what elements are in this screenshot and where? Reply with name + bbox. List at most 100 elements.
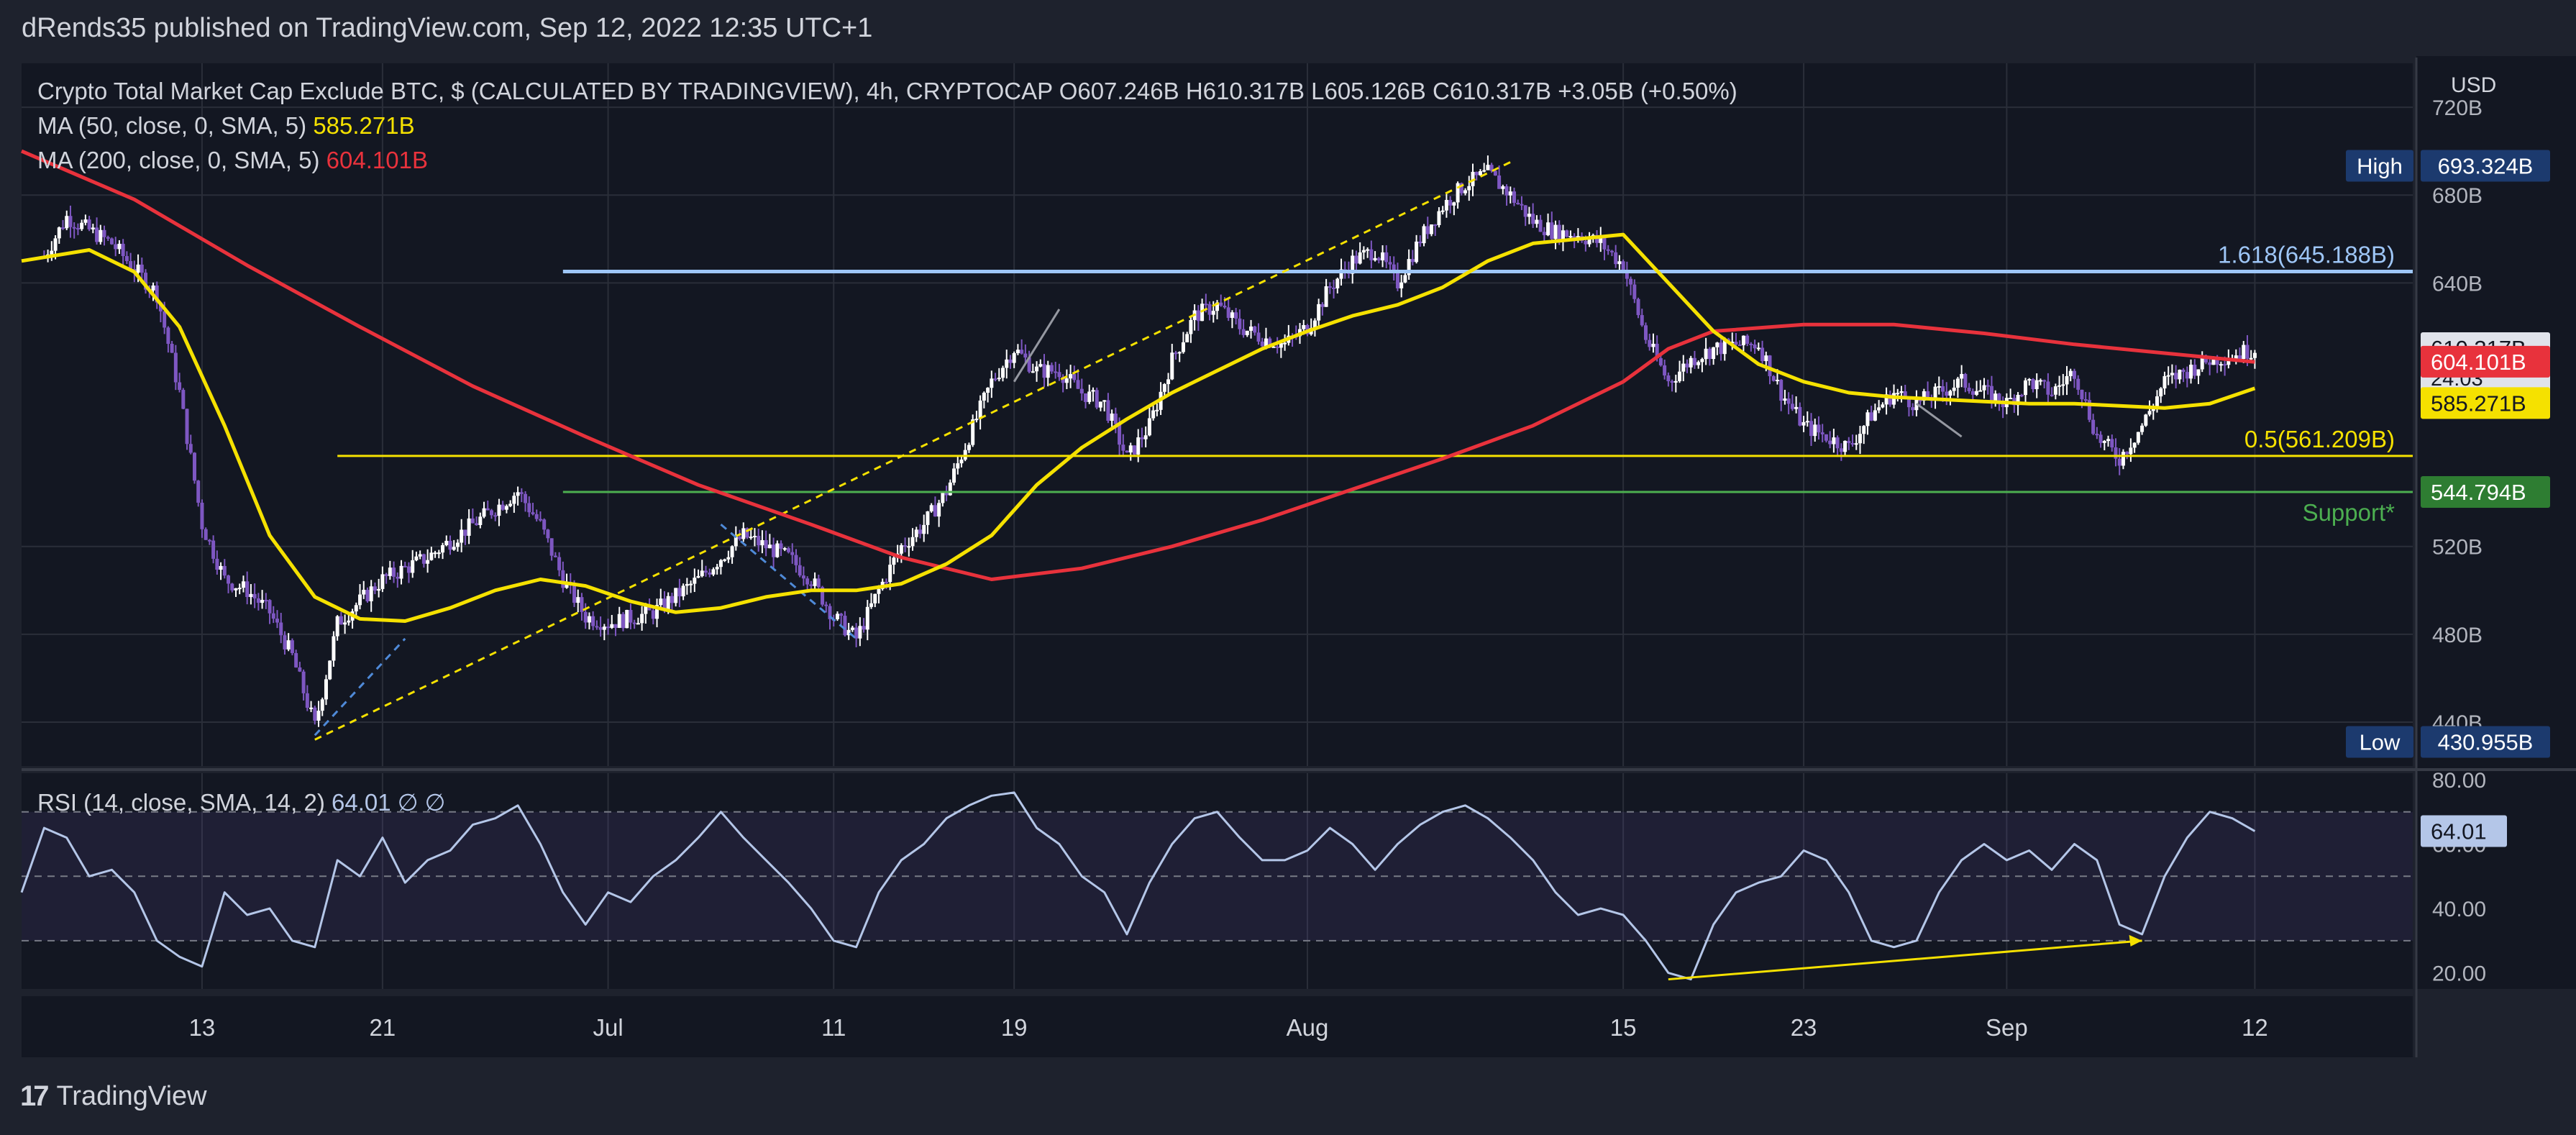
candle-body xyxy=(2038,380,2042,382)
candle-body xyxy=(685,583,689,586)
candle-body xyxy=(734,537,738,547)
candle-body xyxy=(944,492,949,496)
candle-body xyxy=(1572,236,1576,239)
x-tick-label: 11 xyxy=(821,1014,846,1041)
tradingview-footer[interactable]: 17 TradingView xyxy=(20,1080,207,1113)
time-axis xyxy=(22,996,2413,1057)
candle-body xyxy=(1989,386,1993,404)
candle-body xyxy=(1993,393,1998,404)
candle-body xyxy=(200,502,204,529)
candle-body xyxy=(557,557,562,570)
candle-body xyxy=(1489,165,1494,171)
candle-body xyxy=(2178,370,2182,380)
candle-body xyxy=(1896,393,1900,395)
candle-body xyxy=(884,581,888,583)
x-tick-label: 21 xyxy=(370,1014,396,1041)
candle-body xyxy=(835,614,839,619)
support-value-badge xyxy=(2421,475,2550,508)
candle-body xyxy=(1640,315,1644,326)
candle-body xyxy=(1602,237,1607,250)
candle-body xyxy=(869,603,874,607)
candle-body xyxy=(1174,352,1178,355)
candle-body xyxy=(1072,374,1077,380)
candle-body xyxy=(2219,364,2223,366)
y-tick-label: 720B xyxy=(2432,96,2483,120)
low-value-bg xyxy=(2421,726,2550,758)
ma50-legend: MA (50, close, 0, SMA, 5) 585.271B xyxy=(37,112,415,139)
candle-body xyxy=(178,382,182,391)
candle-body xyxy=(1268,338,1272,347)
candle-body xyxy=(2242,345,2246,360)
candle-body xyxy=(1102,400,1107,402)
candle-body xyxy=(1504,186,1509,196)
candle-body xyxy=(1128,445,1133,453)
candle-body xyxy=(794,555,798,565)
candle-body xyxy=(211,540,216,559)
candle-body xyxy=(531,512,535,514)
candle-body xyxy=(181,390,186,409)
candle-body xyxy=(2174,373,2178,380)
low-label: Low xyxy=(2360,730,2401,755)
candle-body xyxy=(602,626,606,630)
candle-body xyxy=(2155,396,2159,408)
candle-body xyxy=(542,519,547,530)
annotation-dashed-line-1 xyxy=(314,637,406,737)
candle-body xyxy=(309,707,314,709)
candle-body xyxy=(2057,385,2062,387)
candle-body xyxy=(388,568,392,576)
candle-body xyxy=(2001,403,2005,408)
candle-body xyxy=(846,629,851,636)
publisher-line: dRends35 published on TradingView.com, S… xyxy=(22,13,873,43)
candle-body xyxy=(1399,282,1404,288)
candle-body xyxy=(1238,318,1242,329)
candle-body xyxy=(1783,398,1787,401)
candle-body xyxy=(1952,387,1956,391)
candle-body xyxy=(2091,419,2096,434)
candle-body xyxy=(227,575,231,584)
candle-body xyxy=(1125,450,1129,453)
candle-body xyxy=(693,578,697,584)
candle-body xyxy=(1493,170,1497,176)
candle-body xyxy=(1862,426,1866,434)
candle-body xyxy=(1715,342,1719,347)
candle-body xyxy=(948,482,952,496)
candle-body xyxy=(1809,421,1814,437)
candle-body xyxy=(1211,311,1215,315)
candle-body xyxy=(2203,355,2208,363)
candle-body xyxy=(779,543,783,549)
candle-body xyxy=(670,596,674,603)
candle-body xyxy=(625,610,629,629)
candle-body xyxy=(271,613,275,619)
candle-body xyxy=(421,554,426,564)
candle-body xyxy=(53,238,58,251)
candle-body xyxy=(109,238,114,245)
candle-body xyxy=(1873,410,1877,421)
candle-body xyxy=(102,229,106,237)
candle-body xyxy=(1407,259,1411,275)
candle-body xyxy=(1132,445,1136,455)
candle-body xyxy=(406,566,411,573)
candle-body xyxy=(1858,434,1862,444)
candle-body xyxy=(1756,347,1760,350)
candle-body xyxy=(772,544,776,557)
candle-body xyxy=(613,624,618,628)
candle-body xyxy=(362,590,366,595)
candle-body xyxy=(538,519,542,521)
y-tick-label: 520B xyxy=(2432,536,2483,560)
candle-body xyxy=(519,492,524,494)
candle-body xyxy=(674,588,678,603)
candle-body xyxy=(1395,270,1399,288)
candle-body xyxy=(1027,357,1031,372)
candle-body xyxy=(591,616,595,626)
high-value-bg xyxy=(2421,150,2550,182)
candle-body xyxy=(1663,365,1667,375)
candle-body xyxy=(1587,239,1591,245)
candle-body xyxy=(1376,257,1381,260)
candle-body xyxy=(2019,395,2024,397)
annotation-dashed-channel-0 xyxy=(314,161,1511,741)
candle-body xyxy=(114,244,118,250)
candle-body xyxy=(1054,371,1058,373)
candle-body xyxy=(1926,391,1930,400)
tradingview-logo-icon: 17 xyxy=(20,1080,49,1112)
